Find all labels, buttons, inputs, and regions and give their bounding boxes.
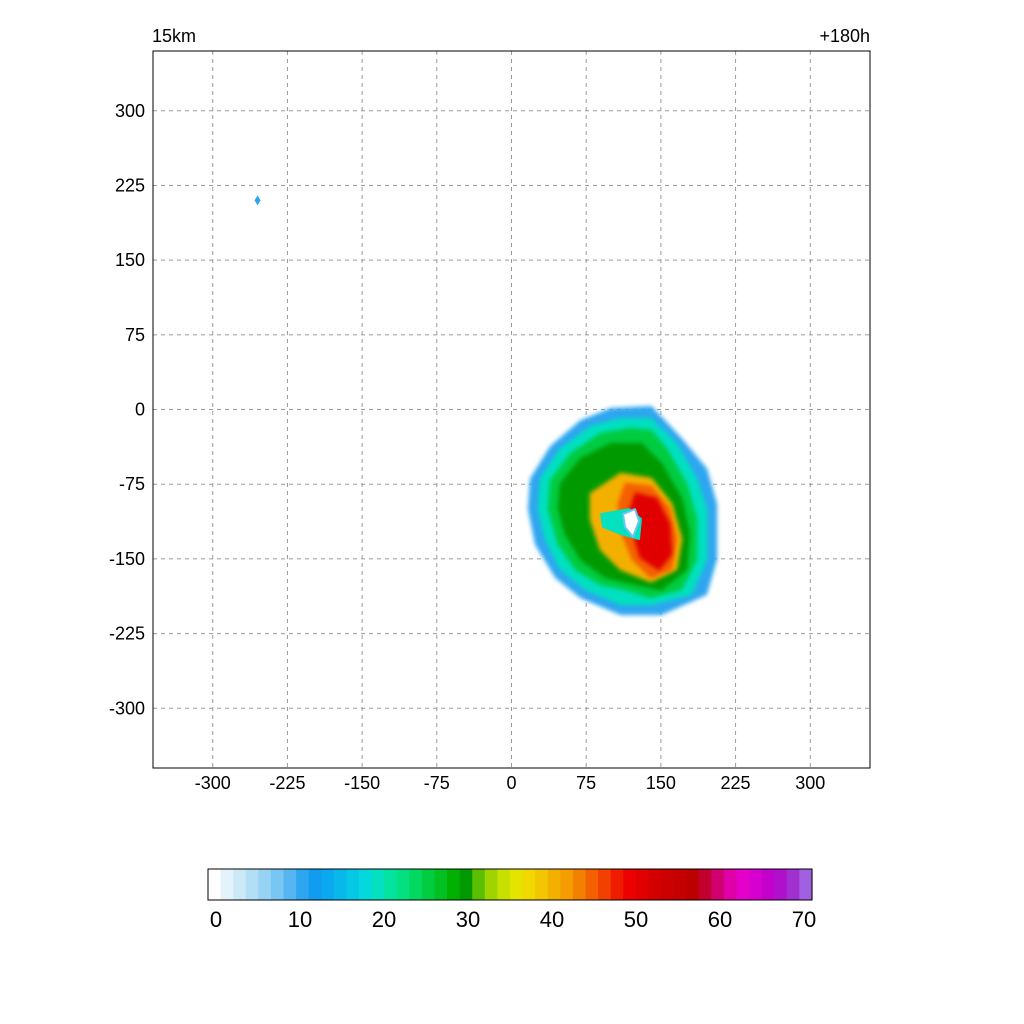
colorbar-swatch [270,869,285,900]
reflectivity-field [527,406,718,616]
colorbar-swatch [484,869,499,900]
y-tick-label: -300 [109,698,145,718]
colorbar-swatch [409,869,423,900]
eye-region [622,508,640,538]
colorbar-swatch [673,869,687,900]
colorbar-swatch [610,869,624,900]
colorbar-swatch [723,869,738,900]
y-tick-label: 75 [125,325,145,345]
y-tick-label: 225 [115,175,145,195]
x-tick-label: 75 [576,773,596,793]
colorbar-swatch [308,869,322,900]
colorbar-swatch [510,869,524,900]
colorbar-tick-label: 0 [210,907,222,932]
colorbar-tick-label: 10 [288,907,312,932]
colorbar-tick-label: 40 [540,907,564,932]
colorbar-swatch [233,869,247,900]
colorbar-swatch [220,869,234,900]
colorbar-swatch [371,869,385,900]
colorbar-swatch [283,869,297,900]
x-tick-label: -225 [269,773,305,793]
colorbar-swatch [547,869,561,900]
colorbar-swatch [774,869,788,900]
colorbar-swatch [472,869,486,900]
colorbar-swatch [661,869,675,900]
colorbar-swatch [598,869,612,900]
colorbar-swatch [799,869,813,900]
colorbar-swatch [459,869,473,900]
isolated-echo-cell [254,195,261,206]
plot-frame [152,50,871,769]
colorbar-swatch [535,869,549,900]
colorbar-swatch [686,869,700,900]
x-tick-label: -150 [344,773,380,793]
colorbar-swatch [384,869,398,900]
isolated-cells [254,195,261,206]
forecast-hour-label: +180h [819,26,870,46]
colorbar-swatch [333,869,348,900]
colorbar-tick-label: 70 [792,907,816,932]
y-tick-label: 300 [115,101,145,121]
colorbar-frame [207,868,813,901]
colorbar-swatch [346,869,360,900]
y-tick-label: 150 [115,250,145,270]
x-tick-label: 225 [721,773,751,793]
colorbar-swatch [245,869,259,900]
colorbar-swatch [786,869,801,900]
colorbar-tick-label: 50 [624,907,648,932]
colorbar-swatch [585,869,599,900]
x-tick-label: 150 [646,773,676,793]
colorbar-swatch [296,869,310,900]
colorbar-swatch [447,869,461,900]
colorbar-swatch [359,869,373,900]
colorbar-tick-label: 60 [708,907,732,932]
y-axis-ticks: 300 225 150 75 0 -75 -150 -225 -300 [109,101,145,719]
x-tick-label: 300 [795,773,825,793]
colorbar-tick-label: 20 [372,907,396,932]
colorbar-swatch [749,869,763,900]
colorbar-tick-label: 30 [456,907,480,932]
colorbar-swatch [560,869,574,900]
y-tick-label: -75 [119,474,145,494]
colorbar-swatch [258,869,272,900]
y-tick-label: -150 [109,549,145,569]
colorbar-swatch [321,869,335,900]
colorbar-swatch [648,869,662,900]
colorbar-swatch [522,869,536,900]
y-tick-label: 0 [135,400,145,420]
colorbar-swatch [434,869,448,900]
colorbar-swatch [736,869,750,900]
colorbar-swatch [497,869,511,900]
x-axis-ticks: -300 -225 -150 -75 0 75 150 225 300 [195,773,826,793]
colorbar-swatch [761,869,775,900]
run-resolution-label: 15km [152,26,197,46]
x-tick-label: -300 [195,773,231,793]
y-tick-label: -225 [109,624,145,644]
colorbar-swatch [623,869,637,900]
colorbar-swatch [421,869,436,900]
colorbar-swatch [711,869,725,900]
plot-area [153,51,870,768]
x-tick-label: 0 [506,773,516,793]
colorbar-swatch [572,869,587,900]
colorbar-swatch [208,869,222,900]
colorbar-swatch [396,869,410,900]
colorbar-swatch [698,869,712,900]
colorbar-swatch [635,869,650,900]
x-tick-label: -75 [424,773,450,793]
colorbar: 0 10 20 30 40 50 60 70 [207,868,816,932]
